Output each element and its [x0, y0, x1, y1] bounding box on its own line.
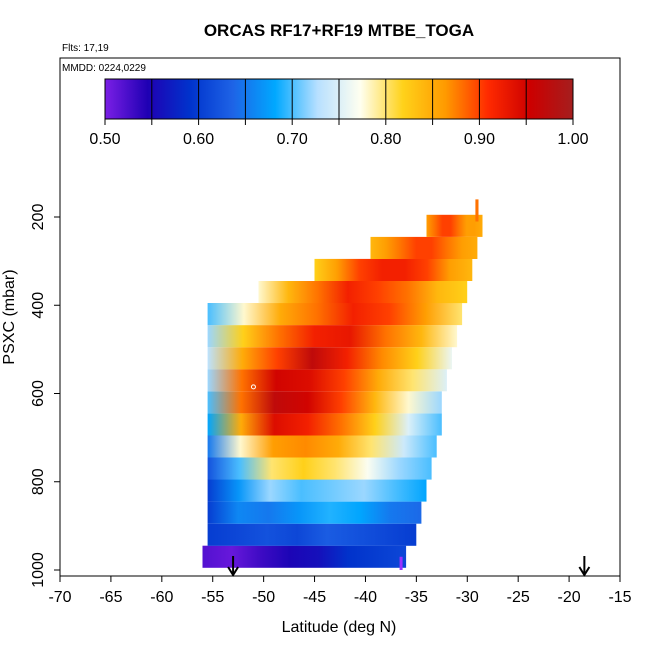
heatmap-row	[314, 258, 473, 281]
down-arrow-head	[227, 566, 239, 577]
heatmap-row	[475, 199, 479, 222]
colorbar-tick-label: 1.00	[557, 131, 588, 148]
plot-annotations	[202, 313, 591, 577]
y-tick-label: 800	[30, 468, 47, 495]
heatmap-row	[207, 325, 458, 348]
y-tick-label: 600	[30, 380, 47, 407]
x-tick-label: -20	[558, 589, 581, 606]
x-tick-label: -15	[608, 589, 631, 606]
heatmap-row	[207, 457, 432, 480]
y-tick-label: 400	[30, 292, 47, 319]
x-tick-label: -25	[507, 589, 530, 606]
x-tick-label: -60	[150, 589, 173, 606]
colorbar-tick-label: 0.60	[183, 131, 214, 148]
x-axis: -70 -65 -60 -55 -50 -45 -40 -35 -30 -25 -20 -15	[48, 576, 632, 606]
x-tick-label: -70	[48, 589, 71, 606]
y-axis: 200 400 600 800 1000	[30, 204, 60, 588]
heatmap-row	[207, 435, 437, 458]
heatmap-row	[207, 413, 442, 436]
colorbar-tick-label: 0.90	[464, 131, 495, 148]
flights-label: Flts: 17,19	[62, 43, 109, 54]
x-tick-label: -50	[252, 589, 275, 606]
chart-title: ORCAS RF17+RF19 MTBE_TOGA	[204, 21, 474, 40]
colorbar-tick-label: 0.70	[277, 131, 308, 148]
open-point	[250, 384, 256, 390]
plot-frame	[59, 57, 621, 577]
heatmap-row	[202, 545, 407, 568]
y-tick-label: 200	[30, 204, 47, 231]
y-tick-label: 1000	[30, 552, 47, 588]
heatmap-row	[207, 303, 463, 326]
heatmap-row	[207, 347, 452, 370]
heatmap-row	[258, 281, 468, 304]
dates-label: MMDD: 0224,0229	[62, 63, 146, 74]
colorbar-tick-label: 0.80	[370, 131, 401, 148]
y-axis-label: PSXC (mbar)	[1, 269, 18, 364]
x-tick-label: -35	[405, 589, 428, 606]
colorbar-tick-label: 0.50	[89, 131, 120, 148]
heatmap-row	[207, 479, 427, 502]
x-tick-label: -55	[201, 589, 224, 606]
x-axis-label: Latitude (deg N)	[282, 619, 397, 636]
open-point	[202, 313, 208, 319]
heatmap-row	[207, 391, 442, 414]
colorbar: 0.50 0.60 0.70 0.80 0.90 1.00	[89, 78, 589, 148]
heatmap-row	[207, 501, 422, 524]
heatmap-row	[370, 236, 478, 259]
down-arrow-head	[578, 566, 591, 577]
x-tick-label: -65	[99, 589, 122, 606]
plot-cells	[202, 199, 483, 568]
heatmap-row	[207, 523, 417, 546]
heatmap-row	[426, 214, 483, 237]
heatmap-row	[207, 369, 447, 392]
x-tick-label: -45	[303, 589, 326, 606]
x-tick-label: -30	[456, 589, 479, 606]
x-tick-label: -40	[354, 589, 377, 606]
